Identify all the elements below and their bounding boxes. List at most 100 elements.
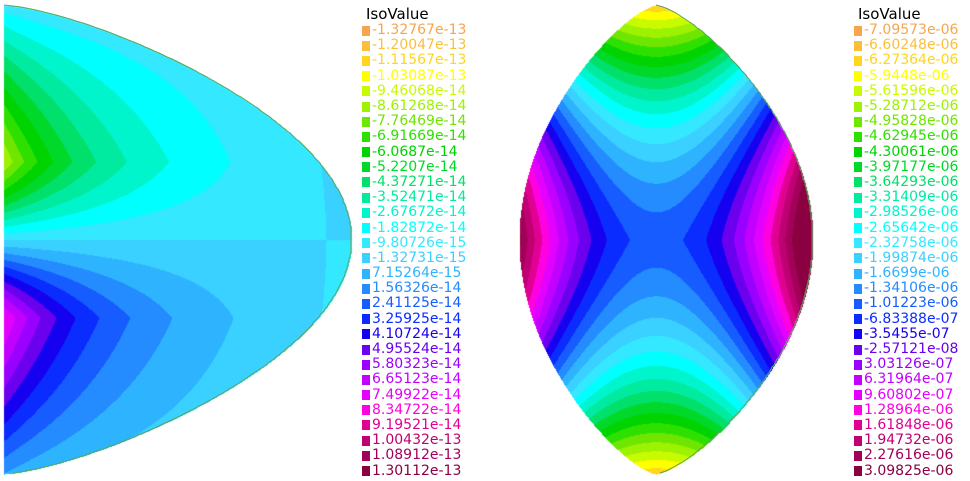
legend-swatch bbox=[362, 329, 370, 340]
legend-label: -4.95828e-06 bbox=[864, 113, 959, 130]
legend-swatch bbox=[362, 283, 370, 294]
legend-swatch bbox=[854, 253, 862, 264]
legend-entry: -5.28712e-06 bbox=[854, 99, 958, 114]
legend-entry: 2.27616e-06 bbox=[854, 448, 958, 463]
legend-swatch bbox=[854, 86, 862, 97]
legend-swatch bbox=[854, 374, 862, 385]
legend-label: 1.56326e-14 bbox=[372, 280, 462, 297]
legend-label: -7.76469e-14 bbox=[372, 113, 467, 130]
legend-swatch bbox=[854, 359, 862, 370]
legend-entry: -3.5455e-07 bbox=[854, 325, 958, 342]
legend-entry: 6.31964e-07 bbox=[854, 372, 958, 387]
legend-label: -1.82872e-14 bbox=[372, 219, 467, 236]
legend-entry: -9.80726e-15 bbox=[362, 235, 466, 251]
legend-swatch bbox=[854, 147, 862, 158]
legend-swatch bbox=[362, 131, 370, 142]
contour-field-left bbox=[0, 0, 370, 481]
legend-label: 1.00432e-13 bbox=[372, 432, 462, 449]
contour-plot-right: IsoValue -7.09573e-06 -6.60248e-06 -6.2736… bbox=[486, 0, 970, 481]
legend-label: 6.31964e-07 bbox=[864, 371, 954, 388]
legend-entry: 9.19521e-14 bbox=[362, 416, 466, 433]
legend-entry: -9.46068e-14 bbox=[362, 83, 466, 99]
legend-entry: -1.82872e-14 bbox=[362, 220, 466, 235]
legend-label: 2.41125e-14 bbox=[372, 295, 462, 312]
legend-entry: -4.37271e-14 bbox=[362, 173, 467, 190]
legend-swatch bbox=[854, 177, 862, 188]
legend-swatch bbox=[854, 116, 862, 127]
legend-entry: -6.0687e-14 bbox=[362, 143, 466, 160]
legend-label: -6.0687e-14 bbox=[372, 143, 458, 160]
legend-label: 4.95524e-14 bbox=[372, 341, 462, 358]
legend-swatch bbox=[854, 192, 862, 203]
legend-entry: -2.65642e-06 bbox=[854, 220, 958, 235]
legend-label: 6.65123e-14 bbox=[372, 371, 462, 388]
legend-label: -3.5455e-07 bbox=[864, 325, 950, 342]
legend-label: -2.98526e-06 bbox=[864, 204, 959, 221]
legend-label: -1.03087e-13 bbox=[372, 67, 467, 84]
legend-entry: 1.94732e-06 bbox=[854, 433, 958, 448]
legend-entry: -1.6699e-06 bbox=[854, 266, 958, 281]
legend-label: 1.61848e-06 bbox=[864, 416, 954, 433]
legend-swatch bbox=[362, 101, 370, 112]
contour-fill bbox=[486, 0, 856, 481]
legend-label: 2.27616e-06 bbox=[864, 447, 954, 464]
legend-label: 7.49922e-14 bbox=[372, 386, 462, 403]
legend-swatch bbox=[854, 238, 862, 249]
legend-entry: 1.56326e-14 bbox=[362, 281, 466, 296]
legend-entry: 4.95524e-14 bbox=[362, 342, 466, 357]
legend-swatch bbox=[854, 131, 862, 142]
legend-entry: 7.49922e-14 bbox=[362, 386, 466, 403]
legend-label: 1.30112e-13 bbox=[372, 462, 462, 479]
legend-swatch bbox=[362, 55, 370, 66]
legend-entry: -6.83388e-07 bbox=[854, 310, 959, 327]
legend-entry: -3.31409e-06 bbox=[854, 190, 958, 205]
legend-label: -2.32758e-06 bbox=[864, 234, 959, 251]
legend-left: IsoValue -1.32767e-13 -1.20047e-13 -1.1156… bbox=[362, 6, 466, 479]
legend-swatch bbox=[854, 25, 862, 36]
legend-label: -1.01223e-06 bbox=[864, 295, 959, 312]
legend-label: -4.37271e-14 bbox=[372, 173, 467, 190]
legend-label: 1.94732e-06 bbox=[864, 432, 954, 449]
legend-swatch bbox=[362, 253, 370, 264]
legend-entry: 8.34722e-14 bbox=[362, 402, 466, 418]
legend-swatch bbox=[854, 420, 862, 431]
legend-label: -5.2207e-14 bbox=[372, 158, 458, 175]
legend-title: IsoValue bbox=[858, 5, 921, 23]
legend-entry: -7.09573e-06 bbox=[854, 23, 958, 38]
legend-entry: -4.62945e-06 bbox=[854, 129, 958, 144]
legend-label: -2.67672e-14 bbox=[372, 204, 467, 221]
legend-label: -2.57121e-08 bbox=[864, 341, 959, 358]
legend-label: -3.52471e-14 bbox=[372, 189, 467, 206]
legend-swatch bbox=[362, 86, 370, 97]
legend-swatch bbox=[362, 177, 370, 188]
legend-swatch bbox=[854, 344, 862, 355]
legend-swatch bbox=[362, 298, 370, 309]
legend-label: 1.28964e-06 bbox=[864, 401, 954, 418]
legend-entry: 6.65123e-14 bbox=[362, 372, 466, 387]
legend-swatch bbox=[854, 40, 862, 51]
legend-label: -5.28712e-06 bbox=[864, 98, 959, 115]
legend-swatch bbox=[362, 390, 370, 401]
legend-label: -1.32731e-15 bbox=[372, 249, 467, 266]
legend-entry: -1.34106e-06 bbox=[854, 281, 958, 296]
legend-entry: 7.15264e-15 bbox=[362, 266, 466, 281]
legend-label: 4.10724e-14 bbox=[372, 325, 462, 342]
legend-swatch bbox=[362, 238, 370, 249]
legend-label: 9.19521e-14 bbox=[372, 416, 462, 433]
legend-entry: 1.08912e-13 bbox=[362, 448, 466, 463]
contour-field-right bbox=[486, 0, 856, 481]
legend-swatch bbox=[854, 405, 862, 416]
legend-entry: -5.2207e-14 bbox=[362, 158, 466, 175]
legend-label: -8.61268e-14 bbox=[372, 98, 467, 115]
legend-swatch bbox=[362, 40, 370, 51]
legend-label: -7.09573e-06 bbox=[864, 22, 959, 39]
legend-label: 9.60802e-07 bbox=[864, 386, 954, 403]
legend-label: -6.83388e-07 bbox=[864, 310, 959, 327]
legend-label: -1.34106e-06 bbox=[864, 280, 959, 297]
legend-swatch bbox=[854, 450, 862, 461]
legend-label: -6.91669e-14 bbox=[372, 128, 467, 145]
legend-entry: 9.60802e-07 bbox=[854, 386, 958, 403]
legend-swatch bbox=[362, 71, 370, 82]
legend-label: 5.80323e-14 bbox=[372, 356, 462, 373]
legend-swatch bbox=[854, 162, 862, 173]
